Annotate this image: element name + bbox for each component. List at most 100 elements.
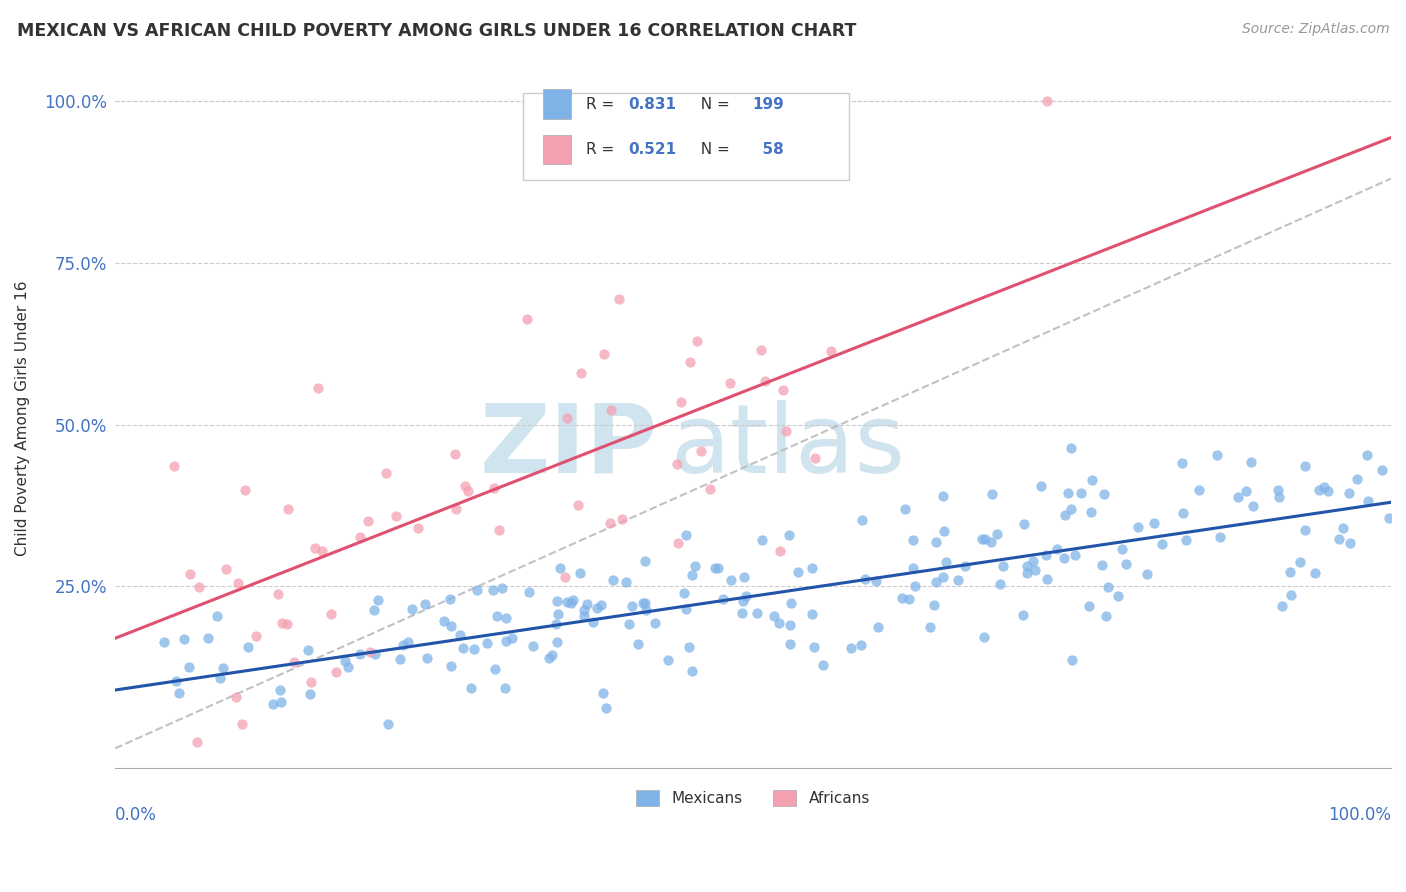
Point <box>546 593 568 607</box>
Point <box>678 640 700 655</box>
Point <box>297 642 319 657</box>
Point <box>1097 580 1119 594</box>
Point <box>1327 533 1350 547</box>
Point <box>546 634 568 648</box>
Point <box>865 574 887 588</box>
Point <box>1035 548 1057 562</box>
Point <box>745 607 768 621</box>
Point <box>932 570 955 584</box>
Point <box>1378 511 1400 525</box>
Point <box>681 567 703 582</box>
Point <box>537 651 560 665</box>
Point <box>495 634 517 648</box>
Point <box>853 572 876 586</box>
Point <box>555 595 578 609</box>
Point <box>686 334 709 348</box>
Point <box>271 615 294 630</box>
Point <box>568 566 591 580</box>
Point <box>357 514 380 528</box>
Point <box>1173 506 1195 520</box>
Point <box>449 628 471 642</box>
Point <box>572 602 595 616</box>
Text: 0.521: 0.521 <box>628 142 676 157</box>
Text: Source: ZipAtlas.com: Source: ZipAtlas.com <box>1241 22 1389 37</box>
Point <box>167 686 190 700</box>
Point <box>1094 609 1116 624</box>
Point <box>1092 487 1115 501</box>
Point <box>359 646 381 660</box>
Point <box>633 596 655 610</box>
Point <box>413 598 436 612</box>
Point <box>1024 563 1046 577</box>
FancyBboxPatch shape <box>543 89 571 119</box>
Point <box>465 583 488 598</box>
Point <box>1267 483 1289 497</box>
Point <box>718 376 741 390</box>
Point <box>787 565 810 579</box>
Point <box>463 641 485 656</box>
Point <box>1060 501 1083 516</box>
Point <box>634 603 657 617</box>
Point <box>277 502 299 516</box>
Point <box>488 523 510 537</box>
Point <box>270 695 292 709</box>
Point <box>730 606 752 620</box>
Point <box>592 347 614 361</box>
Point <box>1279 588 1302 602</box>
Point <box>627 637 650 651</box>
Text: ZIP: ZIP <box>479 400 658 492</box>
Point <box>1035 94 1057 108</box>
Point <box>267 587 290 601</box>
Point <box>804 450 827 465</box>
Point <box>364 647 387 661</box>
Point <box>800 560 823 574</box>
Point <box>225 690 247 705</box>
Point <box>375 466 398 480</box>
Point <box>620 599 643 613</box>
Point <box>307 381 329 395</box>
Point <box>325 665 347 679</box>
Point <box>1234 484 1257 499</box>
Point <box>1339 536 1361 550</box>
Point <box>731 594 754 608</box>
Point <box>299 674 322 689</box>
Point <box>1170 456 1192 470</box>
Point <box>631 596 654 610</box>
Point <box>925 535 948 549</box>
Point <box>560 596 582 610</box>
Point <box>276 616 298 631</box>
Point <box>763 609 786 624</box>
Point <box>298 687 321 701</box>
Point <box>501 631 523 645</box>
Point <box>269 683 291 698</box>
Point <box>1046 541 1069 556</box>
Point <box>839 640 862 655</box>
Text: atlas: atlas <box>671 400 905 492</box>
Point <box>1031 478 1053 492</box>
Text: N =: N = <box>690 96 734 112</box>
Point <box>444 447 467 461</box>
Point <box>980 535 1002 549</box>
Point <box>1035 572 1057 586</box>
Point <box>1070 485 1092 500</box>
Point <box>495 610 517 624</box>
Point <box>986 527 1008 541</box>
Point <box>1152 537 1174 551</box>
Point <box>349 531 371 545</box>
Point <box>1346 472 1368 486</box>
Point <box>685 559 707 574</box>
Text: R =: R = <box>586 142 619 157</box>
Point <box>1064 548 1087 562</box>
Point <box>589 599 612 613</box>
Point <box>1022 554 1045 568</box>
Point <box>595 701 617 715</box>
Point <box>569 366 592 380</box>
Point <box>1080 505 1102 519</box>
Text: 100.0%: 100.0% <box>1329 806 1391 824</box>
Point <box>454 479 477 493</box>
Point <box>1136 567 1159 582</box>
Point <box>349 647 371 661</box>
Point <box>1081 473 1104 487</box>
Point <box>990 577 1012 591</box>
Point <box>546 616 568 631</box>
